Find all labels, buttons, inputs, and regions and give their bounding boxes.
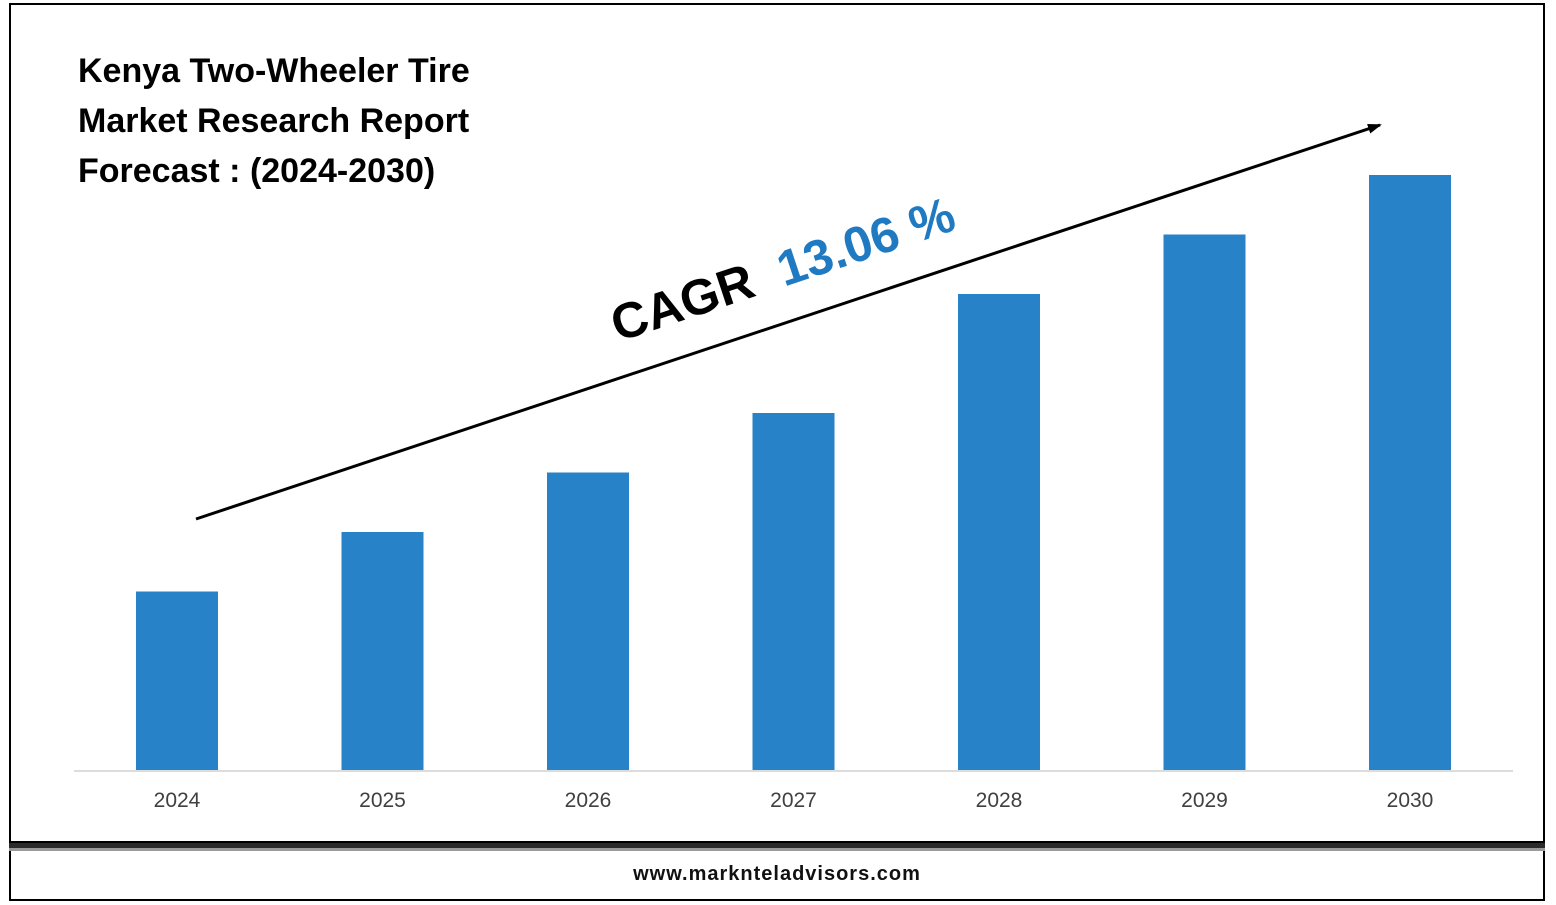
x-tick-label-2030: 2030 — [1387, 789, 1434, 812]
bar-2028 — [958, 294, 1040, 770]
footer: www.marknteladvisors.com — [9, 851, 1545, 901]
x-tick-label-2026: 2026 — [565, 789, 612, 812]
title-line-2: Market Research Report — [78, 102, 470, 140]
x-tick-label-2028: 2028 — [976, 789, 1023, 812]
x-tick-label-2027: 2027 — [770, 789, 817, 812]
x-tick-label-2025: 2025 — [359, 789, 406, 812]
footer-divider — [9, 843, 1545, 848]
bar-2029 — [1163, 234, 1246, 770]
footer-website[interactable]: www.marknteladvisors.com — [633, 863, 921, 885]
chart-title: Kenya Two-Wheeler Tire Market Research R… — [78, 46, 598, 196]
x-tick-label-2029: 2029 — [1181, 789, 1228, 812]
bar-2026 — [547, 472, 629, 770]
cagr-annotation: CAGR 13.06 % — [604, 186, 962, 352]
footer-divider-shadow — [9, 848, 1545, 851]
bar-2027 — [752, 413, 835, 770]
cagr-value: 13.06 % — [770, 186, 962, 297]
title-line-1: Kenya Two-Wheeler Tire — [78, 52, 470, 90]
bar-2024 — [136, 591, 218, 770]
x-tick-label-2024: 2024 — [154, 789, 201, 812]
bar-2025 — [341, 532, 424, 770]
bars-group — [136, 175, 1451, 770]
bar-2030 — [1369, 175, 1451, 770]
title-line-3: Forecast : (2024-2030) — [78, 152, 436, 190]
trend-arrow — [195, 123, 1382, 521]
x-tick-labels: 2024 2025 2026 2027 2028 2029 2030 — [154, 789, 1434, 812]
